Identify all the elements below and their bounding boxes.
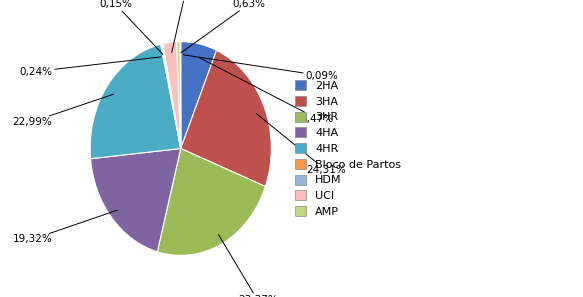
Text: 2,42%: 2,42% — [168, 0, 202, 52]
Text: 22,99%: 22,99% — [12, 94, 114, 127]
Text: 19,32%: 19,32% — [12, 210, 117, 244]
Legend: 2HA, 3HA, 3HR, 4HA, 4HR, Bloco de Partos, HDM, UCI, AMP: 2HA, 3HA, 3HR, 4HA, 4HR, Bloco de Partos… — [295, 80, 401, 217]
Wedge shape — [90, 44, 181, 159]
Wedge shape — [161, 44, 181, 148]
Text: 0,09%: 0,09% — [183, 55, 339, 81]
Text: 6,47%: 6,47% — [199, 58, 333, 124]
Text: 0,63%: 0,63% — [181, 0, 265, 53]
Text: 0,24%: 0,24% — [19, 57, 161, 77]
Text: 24,31%: 24,31% — [257, 113, 346, 175]
Wedge shape — [163, 42, 181, 148]
Wedge shape — [181, 50, 271, 187]
Text: 0,15%: 0,15% — [99, 0, 163, 54]
Text: 23,37%: 23,37% — [219, 235, 278, 297]
Wedge shape — [162, 44, 181, 148]
Wedge shape — [157, 148, 265, 255]
Wedge shape — [181, 42, 216, 148]
Wedge shape — [177, 42, 181, 148]
Wedge shape — [90, 148, 181, 252]
